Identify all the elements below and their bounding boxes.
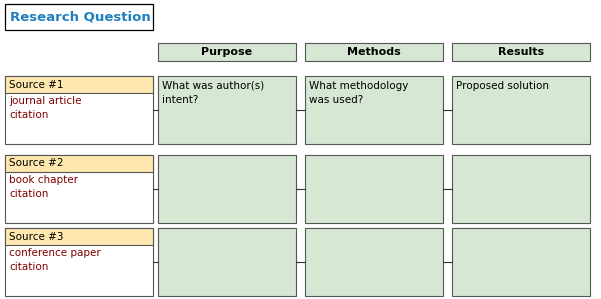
Bar xyxy=(5,228,153,296)
Bar xyxy=(158,155,296,223)
Bar xyxy=(305,43,443,61)
Bar xyxy=(158,228,296,296)
Bar xyxy=(5,155,153,172)
Bar xyxy=(5,228,153,245)
Bar xyxy=(158,43,296,61)
Text: Methods: Methods xyxy=(347,47,401,57)
Text: Research Question: Research Question xyxy=(10,10,151,24)
Text: book chapter
citation: book chapter citation xyxy=(9,175,78,199)
Bar xyxy=(305,228,443,296)
Bar xyxy=(452,228,590,296)
Bar xyxy=(305,155,443,223)
Text: What methodology
was used?: What methodology was used? xyxy=(309,81,408,105)
Bar xyxy=(5,76,153,144)
Text: Purpose: Purpose xyxy=(201,47,252,57)
Bar xyxy=(158,76,296,144)
Bar xyxy=(305,76,443,144)
Bar xyxy=(452,43,590,61)
Text: Source #2: Source #2 xyxy=(9,158,64,169)
Text: Proposed solution: Proposed solution xyxy=(456,81,549,91)
Text: journal article
citation: journal article citation xyxy=(9,96,82,120)
Text: What was author(s)
intent?: What was author(s) intent? xyxy=(162,81,264,105)
Text: conference paper
citation: conference paper citation xyxy=(9,248,101,272)
Bar xyxy=(452,76,590,144)
Bar xyxy=(452,155,590,223)
Text: Results: Results xyxy=(498,47,544,57)
Text: Source #1: Source #1 xyxy=(9,80,64,89)
Bar xyxy=(5,76,153,93)
Bar xyxy=(5,4,153,30)
Text: Source #3: Source #3 xyxy=(9,231,64,242)
Bar xyxy=(5,155,153,223)
